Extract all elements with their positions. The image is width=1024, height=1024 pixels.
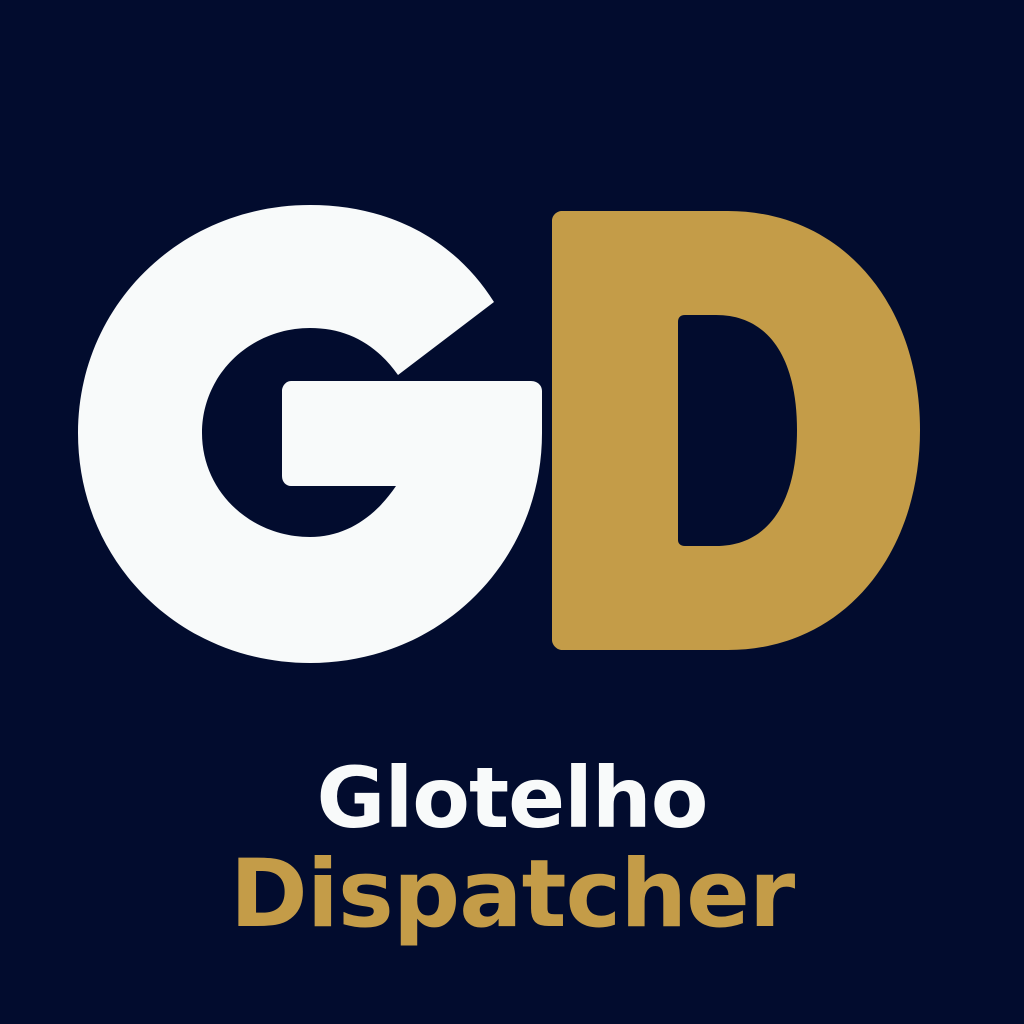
product-name: Dispatcher <box>229 840 796 949</box>
brand-name: Glotelho <box>316 749 709 847</box>
monogram-letter-g <box>78 205 542 663</box>
monogram-letter-d <box>552 211 920 650</box>
